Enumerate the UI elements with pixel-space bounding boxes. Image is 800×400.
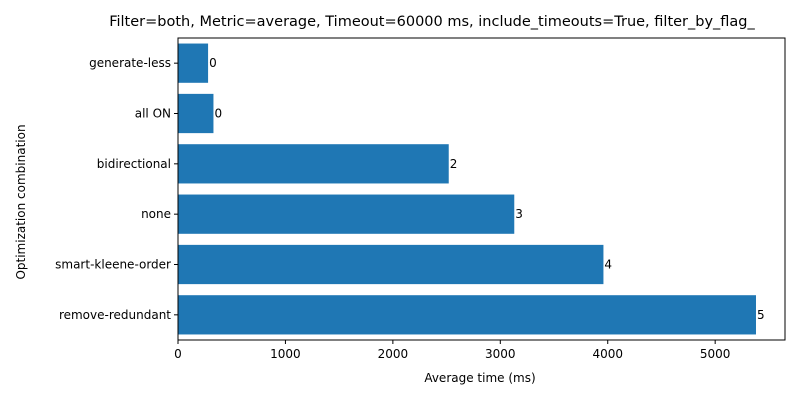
- bar-remove-redundant: [178, 295, 756, 335]
- y-tick-label: bidirectional: [97, 157, 171, 171]
- x-axis-label: Average time (ms): [424, 371, 535, 385]
- y-tick-label: none: [141, 207, 171, 221]
- bar-data-label: 0: [214, 107, 222, 121]
- x-tick-label: 2000: [378, 347, 409, 361]
- bars-group: [178, 43, 756, 335]
- bar-none: [178, 194, 515, 234]
- x-tick-label: 3000: [485, 347, 516, 361]
- bar-bidirectional: [178, 144, 449, 184]
- x-axis-ticks: 0 1000 2000 3000 4000 5000: [174, 340, 730, 361]
- bar-smart-kleene-order: [178, 244, 604, 285]
- y-axis-ticks: generate-less all ON bidirectional none smar…: [55, 56, 178, 322]
- bar-data-label: 3: [515, 207, 523, 221]
- bar-data-label: 2: [450, 157, 458, 171]
- y-axis-label: Optimization combination: [14, 124, 28, 279]
- bar-data-label: 4: [604, 258, 612, 272]
- y-tick-label: all ON: [135, 107, 171, 121]
- bar-data-label: 5: [757, 308, 765, 322]
- x-tick-label: 5000: [700, 347, 731, 361]
- bar-data-label: 0: [209, 56, 217, 70]
- bar-generate-less: [178, 43, 209, 83]
- x-tick-label: 1000: [270, 347, 301, 361]
- chart-title: Filter=both, Metric=average, Timeout=600…: [109, 14, 755, 30]
- y-tick-label: smart-kleene-order: [55, 258, 171, 272]
- y-tick-label: generate-less: [89, 56, 171, 70]
- x-tick-label: 0: [174, 347, 182, 361]
- x-tick-label: 4000: [592, 347, 623, 361]
- y-tick-label: remove-redundant: [59, 308, 171, 322]
- plot-area-frame: [177, 37, 786, 341]
- bar-all-on: [178, 93, 214, 134]
- bar-labels-group: 0 0 2 3 4 5: [209, 56, 765, 322]
